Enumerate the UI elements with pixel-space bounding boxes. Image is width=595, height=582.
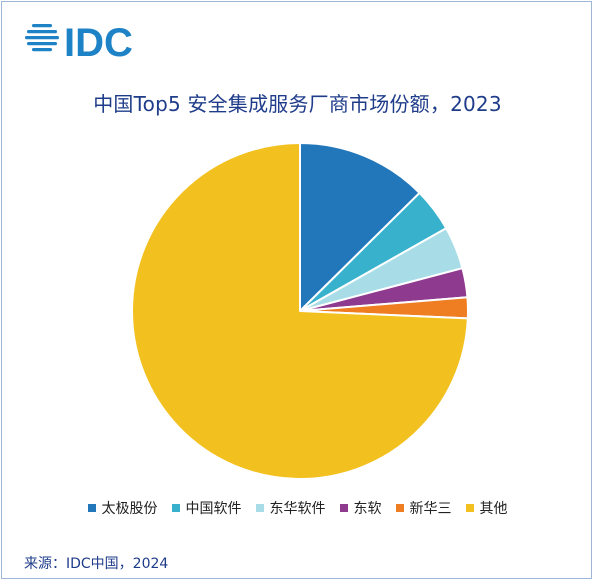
globe-icon [25,24,59,52]
pie-slice-6 [131,142,469,480]
chart-legend: 太极股份 中国软件 东华软件 东软 新华三 其他 [0,498,595,518]
legend-item: 太极股份 [87,498,158,518]
legend-label: 新华三 [409,501,452,517]
legend-item: 其他 [465,498,508,518]
logo-text: IDC [64,21,133,64]
legend-swatch [395,504,404,512]
legend-item: 新华三 [395,498,452,518]
legend-swatch [255,504,264,512]
legend-swatch [87,504,96,512]
legend-swatch [171,504,180,512]
legend-label: 东华软件 [269,501,326,517]
legend-label: 其他 [479,501,508,517]
legend-swatch [339,504,348,512]
chart-title: 中国Top5 安全集成服务厂商市场份额，2023 [93,92,502,116]
legend-swatch [465,504,474,512]
legend-item: 中国软件 [171,498,242,518]
legend-item: 东华软件 [255,498,326,518]
legend-label: 东软 [353,501,382,517]
legend-item: 东软 [339,498,382,518]
pie-slice-1 [299,142,421,312]
legend-label: 太极股份 [101,501,158,517]
idc-logo: IDC [25,21,133,64]
legend-label: 中国软件 [185,501,242,517]
source-note: 来源：IDC中国，2024 [24,556,169,572]
